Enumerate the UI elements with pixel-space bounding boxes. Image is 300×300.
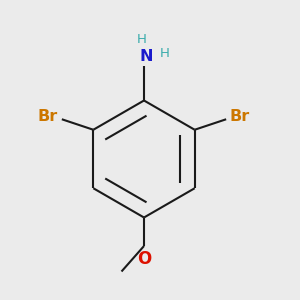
Text: H: H bbox=[160, 47, 169, 60]
Text: O: O bbox=[137, 250, 151, 268]
Text: Br: Br bbox=[230, 109, 250, 124]
Text: N: N bbox=[140, 49, 153, 64]
Text: H: H bbox=[137, 33, 147, 46]
Text: Br: Br bbox=[38, 109, 58, 124]
